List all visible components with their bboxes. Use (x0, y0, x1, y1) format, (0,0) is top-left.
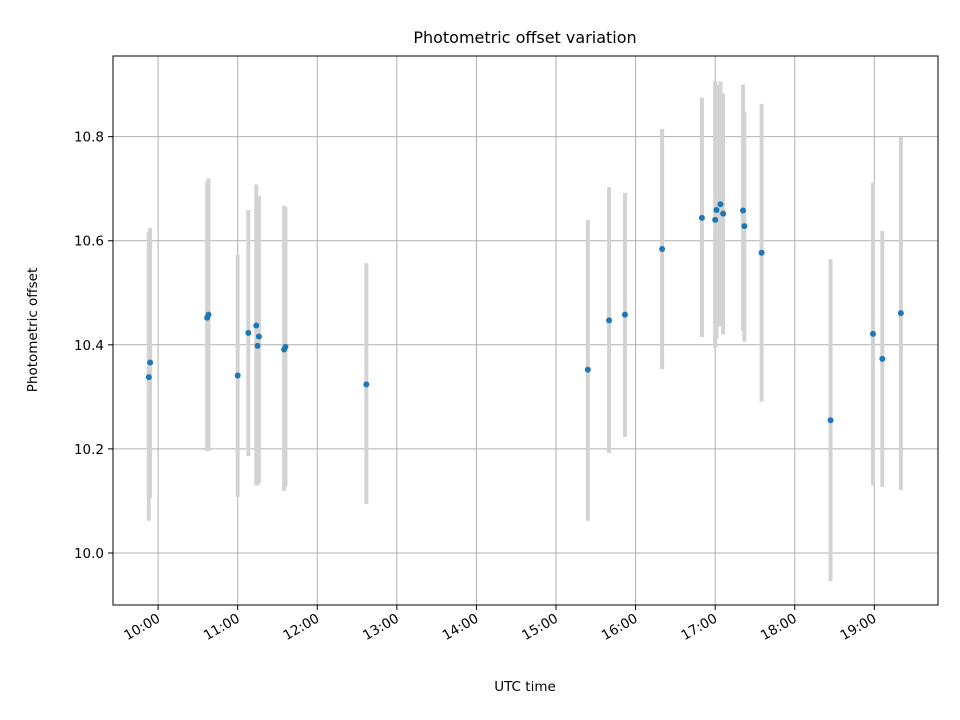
y-axis-label: Photometric offset (25, 268, 41, 392)
data-point (712, 216, 719, 223)
data-point (606, 317, 613, 324)
y-tick-label: 10.6 (74, 234, 104, 250)
data-point (827, 417, 834, 424)
data-point (741, 223, 748, 230)
data-point (698, 214, 705, 221)
data-point (740, 207, 747, 214)
data-point (621, 311, 628, 318)
data-point (879, 355, 886, 362)
data-point (363, 381, 370, 388)
data-point (282, 343, 289, 350)
y-tick-label: 10.4 (74, 338, 104, 354)
data-point (245, 329, 252, 336)
data-point (897, 310, 904, 317)
data-point (717, 201, 724, 208)
data-point (870, 330, 877, 337)
data-point (659, 246, 666, 253)
data-point (758, 249, 765, 256)
grid (113, 56, 938, 605)
y-axis: 10.0 10.2 10.4 10.6 10.8 (74, 130, 113, 562)
y-tick-label: 10.2 (74, 442, 104, 458)
data-point (584, 366, 591, 373)
data-point (234, 372, 241, 379)
data-points (145, 201, 904, 424)
data-point (720, 210, 727, 217)
chart-title: Photometric offset variation (413, 28, 636, 47)
plot-frame (112, 55, 939, 606)
data-point (254, 342, 261, 349)
data-point (145, 374, 152, 381)
data-point (147, 359, 154, 366)
data-point (253, 322, 260, 329)
y-tick-label: 10.8 (74, 130, 104, 146)
data-point (205, 311, 212, 318)
y-tick-label: 10.0 (74, 546, 104, 562)
data-point (255, 333, 262, 340)
x-axis-label: UTC time (494, 679, 556, 695)
data-point (713, 207, 720, 214)
